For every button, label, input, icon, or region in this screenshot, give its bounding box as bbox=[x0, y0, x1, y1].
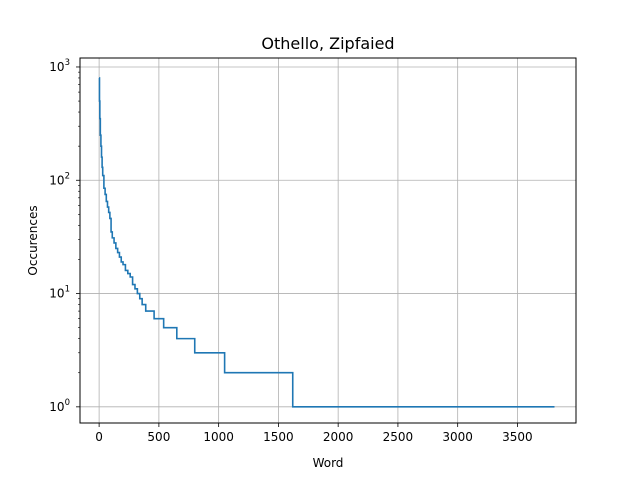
x-tick-label: 0 bbox=[95, 430, 103, 444]
y-axis-label: Occurences bbox=[26, 205, 40, 275]
x-tick-label: 3500 bbox=[502, 430, 533, 444]
x-tick-label: 1500 bbox=[263, 430, 294, 444]
y-tick-label: 103 bbox=[49, 58, 70, 74]
x-tick-label: 2500 bbox=[383, 430, 414, 444]
x-axis-label: Word bbox=[313, 456, 344, 470]
plot-frame bbox=[79, 57, 577, 424]
series-line bbox=[98, 77, 555, 408]
x-tick-label: 2000 bbox=[323, 430, 354, 444]
y-tick-label: 102 bbox=[49, 171, 70, 187]
x-tick-label: 1000 bbox=[203, 430, 234, 444]
chart-title: Othello, Zipfaied bbox=[261, 34, 394, 53]
x-tick-label: 3000 bbox=[442, 430, 473, 444]
x-axis-ticks: 0 500 1000 1500 2000 2500 3000 3500 bbox=[95, 423, 533, 444]
x-tick-label: 500 bbox=[147, 430, 170, 444]
y-tick-label: 101 bbox=[49, 285, 70, 301]
grid-lines bbox=[80, 58, 576, 423]
y-tick-label: 100 bbox=[49, 398, 70, 414]
y-axis-ticks: 100 101 102 103 bbox=[49, 58, 80, 414]
